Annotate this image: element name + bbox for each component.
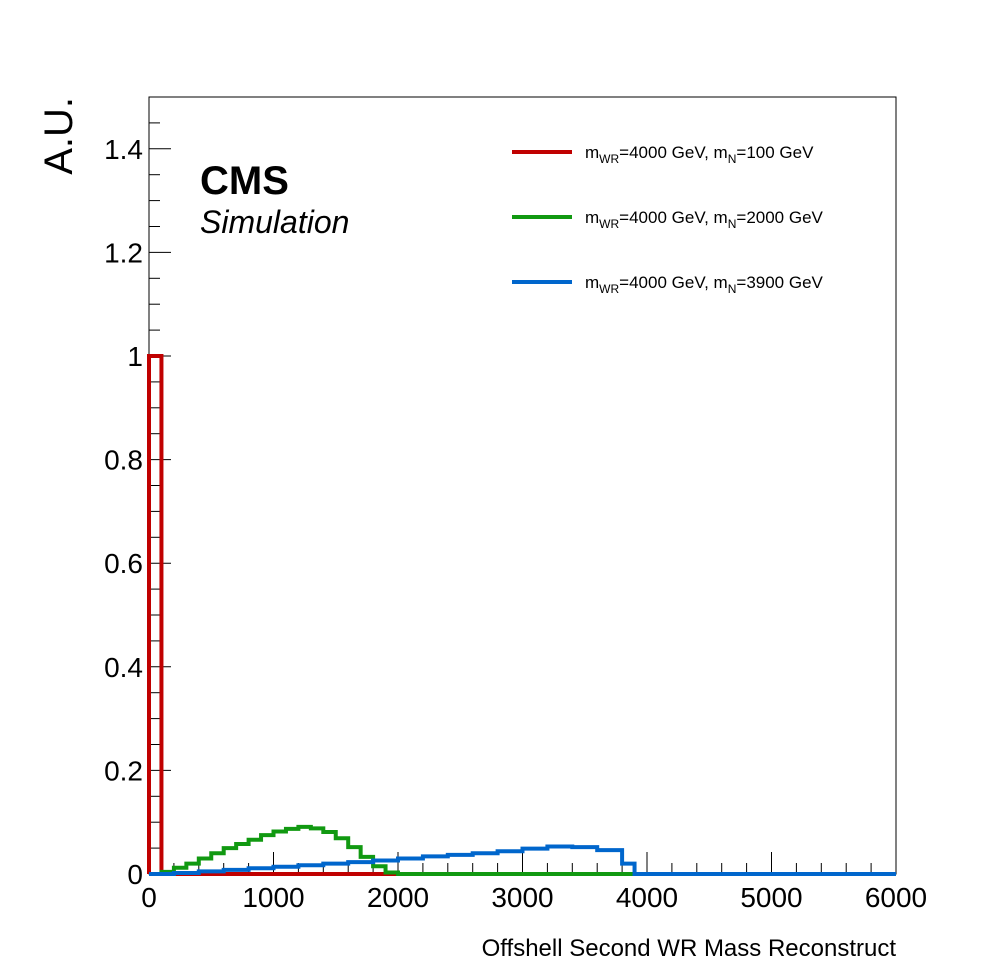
y-tick-label: 1.2	[104, 237, 143, 268]
legend-label-1: mWR=4000 GeV, mN=100 GeV	[585, 143, 814, 166]
legend-label-3: mWR=4000 GeV, mN=3900 GeV	[585, 273, 824, 296]
y-axis-label: A.U.	[37, 97, 81, 175]
x-tick-label: 4000	[616, 882, 678, 913]
y-tick-label: 1.4	[104, 134, 143, 165]
x-tick-label: 5000	[740, 882, 802, 913]
cms-label: CMS	[200, 159, 289, 203]
series-lines	[147, 354, 896, 876]
legend-label-2: mWR=4000 GeV, mN=2000 GeV	[585, 208, 824, 231]
x-tick-label: 3000	[491, 882, 553, 913]
x-tick-label: 0	[141, 882, 157, 913]
y-tick-label: 1	[127, 341, 143, 372]
legend: mWR=4000 GeV, mN=100 GeV mWR=4000 GeV, mN…	[512, 143, 824, 296]
series-line-2	[149, 824, 896, 876]
x-tick-label: 6000	[865, 882, 927, 913]
y-tick-label: 0.4	[104, 652, 143, 683]
x-tick-label: 1000	[242, 882, 304, 913]
x-tick-label: 2000	[367, 882, 429, 913]
y-tick-label: 0	[127, 859, 143, 890]
series-line-1	[147, 354, 398, 876]
x-tick-labels: 0 1000 2000 3000 4000 5000 6000	[141, 882, 927, 913]
x-axis-label: Offshell Second WR Mass Reconstruct	[482, 935, 897, 962]
y-tick-labels: 0 0.2 0.4 0.6 0.8 1 1.2 1.4	[104, 134, 143, 890]
y-tick-label: 0.6	[104, 548, 143, 579]
series-line-3	[149, 844, 896, 876]
y-tick-label: 0.2	[104, 755, 143, 786]
y-tick-label: 0.8	[104, 445, 143, 476]
cms-sublabel: Simulation	[200, 204, 349, 240]
